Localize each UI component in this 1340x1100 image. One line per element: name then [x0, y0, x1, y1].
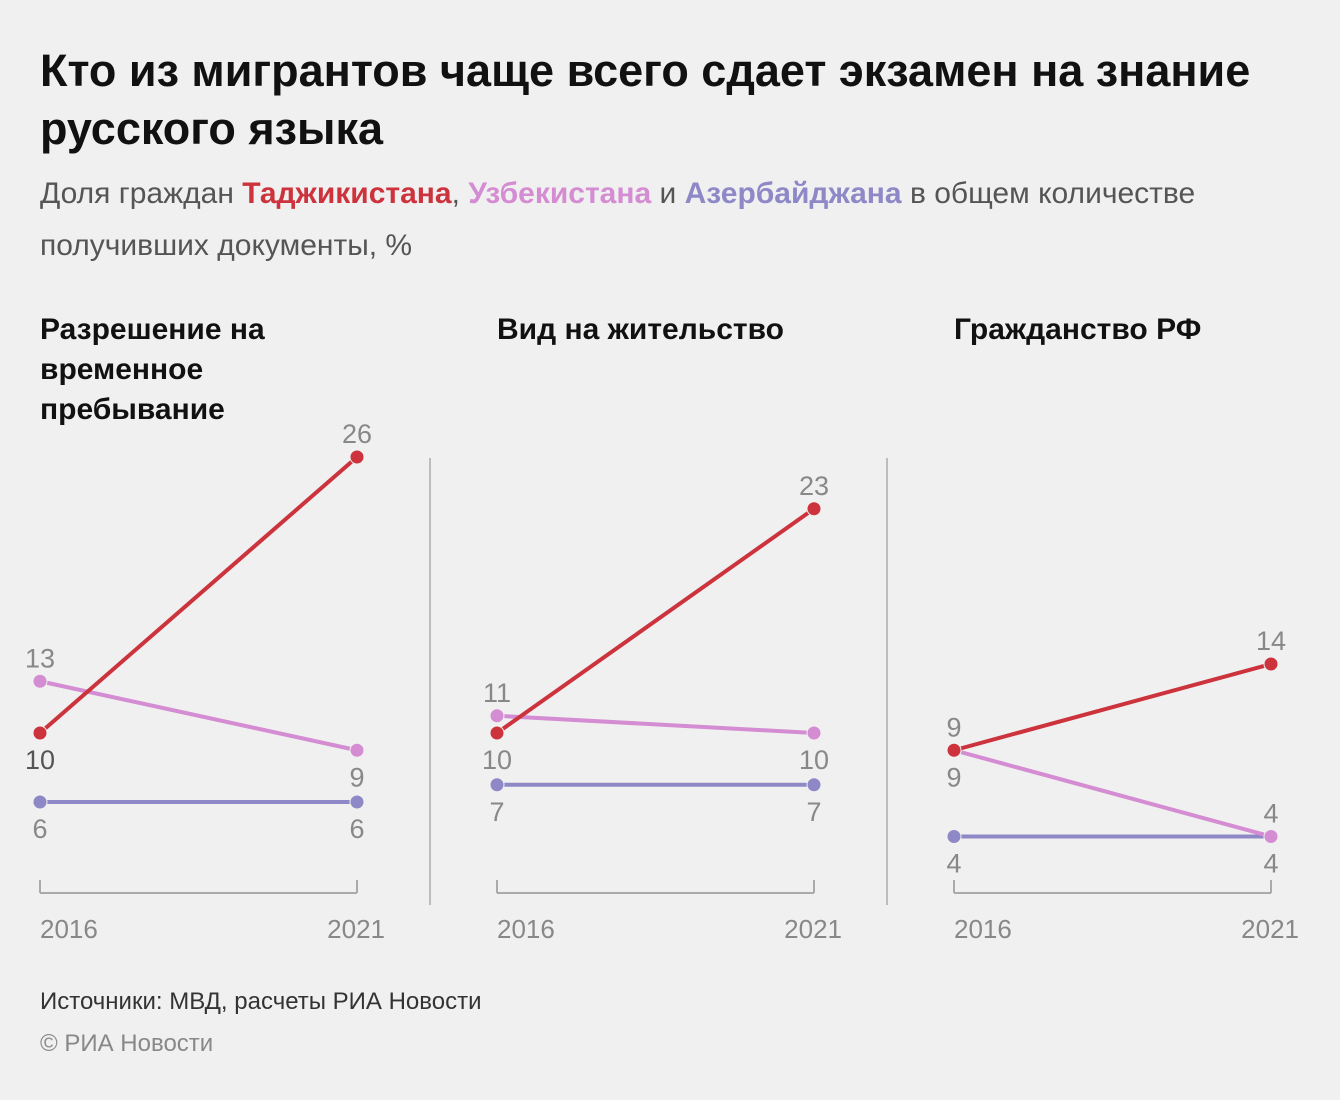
value-label-uzbekistan-3-2016: 9: [946, 712, 961, 742]
legend-azerbaijan: Азербайджана: [684, 177, 902, 210]
value-label-azerbaijan-3-2021: 4: [1263, 849, 1278, 879]
value-label-tajikistan-1-2021: 26: [342, 419, 372, 449]
subtitle-prefix: Доля граждан: [40, 177, 243, 210]
value-label-uzbekistan-2-2016: 11: [483, 678, 511, 708]
line-uzbekistan-3: [952, 748, 1273, 839]
value-label-azerbaijan-2-2016: 7: [489, 797, 504, 827]
value-label-azerbaijan-3-2016: 4: [946, 849, 961, 879]
subtitle-sep-1: ,: [451, 177, 469, 210]
point-uzbekistan-1-2016: [32, 673, 48, 689]
value-label-tajikistan-3-2016: 9: [946, 762, 961, 792]
value-label-tajikistan-2-2016: 10: [482, 745, 512, 775]
point-tajikistan-2-2016: [489, 725, 505, 741]
panel-title-temporary-residence: Разрешение на временное пребывание: [40, 313, 265, 426]
value-label-uzbekistan-2-2021: 10: [799, 745, 829, 775]
subtitle-sep-2: и: [651, 177, 685, 210]
value-label-azerbaijan-1-2021: 6: [349, 814, 364, 844]
point-uzbekistan-2-2016: [489, 708, 505, 724]
year-label-2-2021: 2021: [784, 914, 842, 944]
line-tajikistan-2: [495, 506, 816, 735]
year-label-2-2016: 2016: [497, 914, 555, 944]
point-azerbaijan-2-2016: [489, 777, 505, 793]
year-label-1-2016: 2016: [40, 914, 98, 944]
value-label-uzbekistan-1-2016: 13: [25, 643, 55, 673]
panel-title-residence-permit: Вид на жительство: [497, 313, 784, 346]
legend-uzbekistan: Узбекистана: [468, 177, 652, 210]
point-uzbekistan-2-2021: [806, 725, 822, 741]
chart-title: Кто из мигрантов чаще всего сдает экзаме…: [40, 45, 1251, 154]
line-tajikistan-3: [952, 662, 1273, 753]
year-label-3-2016: 2016: [954, 914, 1012, 944]
year-label-1-2021: 2021: [327, 914, 385, 944]
point-azerbaijan-2-2021: [806, 777, 822, 793]
line-uzbekistan-2: [495, 713, 816, 735]
point-tajikistan-3-2016: [946, 742, 962, 758]
panel-title-citizenship: Гражданство РФ: [954, 313, 1202, 346]
point-azerbaijan-1-2021: [349, 794, 365, 810]
subtitle-suffix: в общем количестве получивших документы,…: [40, 177, 1196, 262]
point-tajikistan-3-2021: [1263, 656, 1279, 672]
legend-tajikistan: Таджикистана: [242, 177, 452, 210]
copyright-note: © РИА Новости: [40, 1030, 214, 1057]
point-tajikistan-1-2016: [32, 725, 48, 741]
line-tajikistan-1: [38, 455, 359, 735]
value-label-azerbaijan-1-2016: 6: [32, 814, 47, 844]
value-label-tajikistan-2-2021: 23: [799, 471, 829, 501]
value-label-tajikistan-1-2016: 10: [25, 745, 55, 775]
point-azerbaijan-1-2016: [32, 794, 48, 810]
value-label-azerbaijan-2-2021: 7: [806, 797, 821, 827]
point-uzbekistan-3-2021: [1263, 829, 1279, 844]
point-tajikistan-2-2021: [806, 501, 822, 517]
value-label-uzbekistan-3-2021: 4: [1263, 799, 1278, 829]
chart-subtitle: Доля граждан Таджикистана, Узбекистана и…: [40, 168, 1280, 272]
point-azerbaijan-3-2016: [946, 829, 962, 844]
point-tajikistan-1-2021: [349, 449, 365, 465]
value-label-uzbekistan-1-2021: 9: [349, 762, 364, 792]
value-label-tajikistan-3-2021: 14: [1256, 626, 1286, 656]
point-uzbekistan-1-2021: [349, 742, 365, 758]
line-uzbekistan-1: [38, 679, 359, 753]
source-note: Источники: МВД, расчеты РИА Новости: [40, 988, 482, 1015]
year-label-3-2021: 2021: [1241, 914, 1299, 944]
